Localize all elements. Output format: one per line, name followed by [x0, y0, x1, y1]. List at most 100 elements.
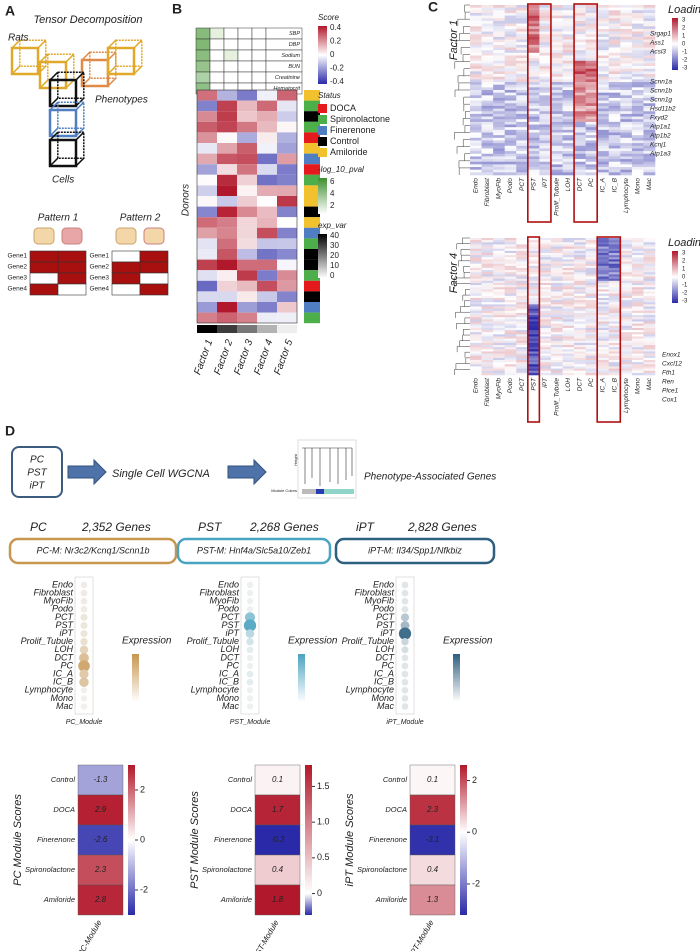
loading-cell — [516, 103, 529, 107]
phenotype-cell — [195, 60, 211, 73]
loading-cell — [562, 39, 575, 43]
loading-cell — [608, 121, 621, 125]
loading-cell — [539, 7, 552, 11]
loading-cell — [597, 20, 610, 24]
score-value: -2.6 — [94, 835, 108, 844]
loading-cell — [620, 362, 633, 365]
loading-cell — [481, 280, 494, 284]
loading-cell — [550, 39, 563, 43]
loading-cell — [608, 20, 621, 24]
loading-cell — [493, 20, 505, 24]
loading-cell — [516, 315, 529, 318]
dendrogram — [454, 4, 470, 175]
loading-cell — [631, 50, 644, 54]
loading-cell — [550, 15, 563, 19]
loading-cell — [597, 92, 610, 96]
heatmap-cell — [197, 312, 217, 324]
loading-cell — [631, 360, 644, 363]
loading-cell — [643, 90, 656, 93]
cell-type-label: IC_B — [374, 677, 394, 687]
loading-cell — [504, 276, 517, 279]
dot — [80, 630, 88, 638]
loading-cell — [470, 285, 482, 288]
dot — [401, 638, 409, 646]
loading-cell — [527, 47, 540, 51]
loading-cell — [516, 366, 529, 369]
loading-cell — [574, 148, 586, 152]
loading-cell — [481, 42, 494, 46]
loading-cell — [504, 100, 517, 104]
cell-type-label: IC_A — [374, 668, 394, 678]
legend-tick: -1 — [682, 50, 688, 56]
loading-cell — [550, 82, 563, 85]
loading-cell — [585, 261, 598, 264]
loading-cell — [504, 135, 517, 139]
loading-cell — [470, 315, 482, 318]
loading-cell — [539, 124, 552, 128]
loading-cell — [550, 297, 563, 301]
loading-cell — [574, 34, 586, 38]
loading-cell — [481, 15, 494, 19]
loading-cell — [539, 370, 552, 374]
condition-label: Spironolactone — [357, 865, 407, 874]
loading-cell — [585, 250, 598, 254]
gene-label: Scnn1g — [650, 97, 672, 104]
loading-cell — [527, 100, 540, 104]
loading-cell — [643, 240, 656, 243]
loading-cell — [481, 116, 494, 120]
loading-cell — [481, 366, 494, 369]
loading-cell — [620, 263, 633, 267]
loading-cell — [631, 338, 644, 342]
loading-cell — [585, 95, 598, 99]
loading-cell — [550, 362, 563, 365]
loading-cell — [481, 319, 494, 322]
loading-cell — [527, 20, 540, 24]
loading-cell — [643, 97, 656, 101]
loading-cell — [620, 255, 633, 258]
loading-cell — [585, 289, 598, 292]
loading-cell — [597, 159, 610, 163]
loading-cell — [631, 119, 644, 123]
loading-cell — [562, 127, 575, 131]
loading-cell — [631, 287, 644, 290]
loading-cell — [504, 92, 517, 96]
loading-cell — [504, 12, 517, 16]
loading-cell — [516, 92, 529, 96]
loading-cell — [574, 84, 586, 88]
heatmap-cell — [217, 90, 237, 101]
loading-cell — [585, 355, 598, 359]
loading-cell — [620, 44, 633, 48]
loading-cell — [481, 332, 494, 335]
loading-cell — [597, 124, 610, 128]
loading-cell — [631, 161, 644, 165]
loading-cell — [608, 244, 621, 247]
loading-cell — [631, 345, 644, 348]
loading-cell — [562, 148, 575, 152]
loading-cell — [550, 334, 563, 337]
loading-cell — [620, 111, 633, 115]
loading-cell — [516, 58, 529, 62]
heatmap-cell — [277, 249, 297, 260]
loading-cell — [481, 161, 494, 165]
loading-cell — [504, 282, 517, 286]
loading-cell — [608, 156, 621, 160]
loading-cell — [550, 153, 563, 157]
cell-type-label: PCT — [519, 377, 526, 391]
loading-cell — [562, 304, 575, 307]
loading-cell — [470, 291, 482, 294]
loading-cell — [539, 342, 552, 346]
loading-cell — [550, 274, 563, 277]
loading-cell — [608, 113, 621, 117]
loading-cell — [631, 95, 644, 99]
loading-cell — [516, 44, 529, 48]
colorbar — [132, 654, 139, 702]
dot — [80, 589, 88, 597]
loading-cell — [481, 353, 494, 357]
loading-cell — [608, 336, 621, 339]
loading-cell — [585, 161, 598, 165]
loading-cell — [574, 349, 586, 352]
loading-cell — [504, 74, 517, 78]
loading-cell — [527, 364, 540, 367]
loading-cell — [539, 274, 552, 277]
heatmap-cell — [217, 111, 237, 122]
